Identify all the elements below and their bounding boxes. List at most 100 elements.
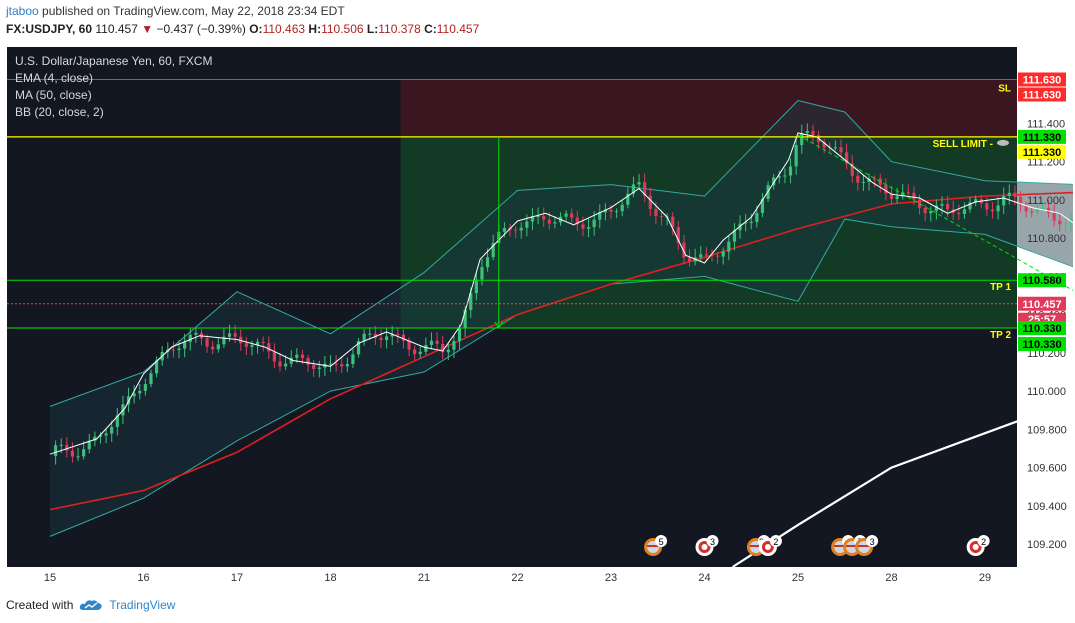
x-tick-label: 25 — [792, 572, 804, 584]
sl-tag-2 — [1018, 87, 1066, 102]
candle-body — [895, 196, 899, 199]
candle-body — [1046, 207, 1051, 213]
candle-body — [1007, 192, 1011, 197]
candle-body — [721, 251, 725, 257]
candle-body — [54, 445, 58, 457]
candle-body — [110, 426, 114, 434]
candle-body — [715, 255, 720, 257]
candle-body — [755, 212, 759, 223]
x-tick-label: 29 — [979, 572, 991, 584]
candle-body — [564, 213, 568, 217]
candle-body — [390, 334, 394, 337]
author-link[interactable]: jtaboo — [6, 4, 39, 18]
event-count: 5 — [659, 537, 664, 547]
candle-body — [710, 254, 714, 256]
candle-body — [586, 227, 591, 229]
symbol-label: FX:USDJPY, 60 — [6, 22, 93, 36]
candle-body — [996, 205, 1000, 212]
tp2-tag — [1018, 321, 1066, 336]
candle-body — [626, 193, 630, 205]
candle-body — [132, 393, 136, 397]
sl-tag-2-label: 111.630 — [1023, 90, 1062, 102]
candle-body — [379, 337, 383, 341]
candle-body — [115, 415, 119, 427]
candle-body — [923, 207, 927, 214]
candle-body — [502, 228, 507, 232]
candle-body — [485, 257, 490, 268]
candle-body — [530, 216, 535, 222]
candle-body — [934, 205, 938, 212]
candle-body — [373, 333, 377, 338]
event-count: 2 — [773, 537, 778, 547]
x-tick-label: 15 — [44, 572, 56, 584]
candle-body — [906, 192, 910, 194]
candle-body — [441, 343, 445, 353]
candle-body — [491, 243, 495, 258]
candle-body — [424, 344, 428, 352]
candle-body — [239, 336, 243, 344]
candle-body — [940, 203, 944, 206]
candle-body — [211, 346, 215, 350]
high-value: 110.506 — [321, 22, 364, 36]
candle-body — [418, 351, 422, 355]
candle-body — [300, 354, 305, 358]
publish-header: jtaboo published on TradingView.com, May… — [6, 4, 345, 18]
candle-body — [631, 184, 636, 194]
x-tick-label: 18 — [324, 572, 336, 584]
event-count-badge — [655, 535, 668, 547]
last-price-tag-label: 110.457 — [1022, 299, 1061, 311]
candle-body — [744, 222, 748, 224]
candle-body — [429, 340, 434, 345]
candle-body — [738, 223, 742, 231]
candle-body — [946, 203, 950, 210]
legend-bb[interactable]: BB (20, close, 2) — [15, 105, 104, 119]
x-tick-label: 24 — [698, 572, 710, 584]
candle-body — [222, 336, 226, 345]
candle-body — [985, 203, 989, 210]
candle-body — [839, 147, 843, 153]
candle-body — [1063, 223, 1068, 225]
candle-body — [368, 333, 372, 335]
candle-body — [525, 221, 529, 228]
candle-body — [413, 349, 417, 355]
candle-body — [104, 433, 108, 436]
close-label: C: — [424, 22, 437, 36]
profit-zone — [400, 136, 1017, 329]
created-with-text: Created with — [6, 598, 74, 612]
candle-body — [912, 192, 916, 200]
candle-body — [850, 163, 854, 176]
candle-body — [345, 364, 349, 367]
tradingview-cloud-icon — [80, 600, 102, 610]
event-count: 3 — [870, 537, 875, 547]
chart-area[interactable]: SL SELL LIMIT - TP 1 TP 2 111.400 111.200 111… — [7, 47, 1075, 590]
low-value: 110.378 — [378, 22, 421, 36]
published-text: published on TradingView.com, May 22, 20… — [42, 4, 345, 18]
candle-body — [306, 357, 310, 365]
candle-body — [760, 198, 765, 213]
sell-limit-label: SELL LIMIT - — [933, 139, 993, 150]
candle-body — [648, 195, 652, 209]
x-tick-label: 16 — [137, 572, 149, 584]
candle-body — [603, 209, 607, 213]
candle-body — [1002, 196, 1006, 206]
candle-body — [917, 199, 922, 208]
tp2-label: TP 2 — [990, 330, 1011, 341]
candle-body — [682, 242, 686, 258]
candle-body — [845, 152, 849, 164]
tp2-tag-2 — [1018, 337, 1066, 352]
candle-body — [334, 363, 338, 365]
legend-ma[interactable]: MA (50, close) — [15, 88, 92, 102]
legend-ema[interactable]: EMA (4, close) — [15, 71, 94, 85]
candle-body — [676, 227, 680, 243]
candle-body — [732, 230, 737, 242]
x-tick-label: 17 — [231, 572, 243, 584]
candle-body — [149, 373, 153, 385]
symbol-header: FX:USDJPY, 60 110.457 ▼ −0.437 (−0.39%) … — [6, 22, 479, 36]
candle-body — [70, 450, 75, 457]
candle-body — [962, 209, 967, 214]
tradingview-link[interactable]: TradingView — [109, 598, 176, 612]
high-label: H: — [308, 22, 322, 36]
candle-body — [188, 334, 192, 342]
candle-body — [272, 351, 276, 362]
